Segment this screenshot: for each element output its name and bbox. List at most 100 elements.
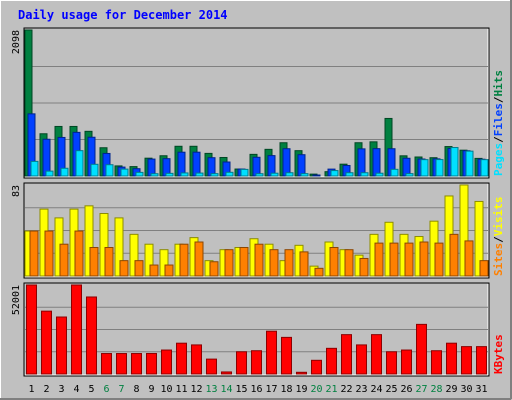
bar-sites-day-6 bbox=[104, 246, 114, 277]
bar-kbytes-day-25 bbox=[386, 351, 397, 375]
legend-separator: / bbox=[492, 136, 505, 143]
bar-pages-day-15 bbox=[240, 168, 249, 177]
bar-sites-day-3 bbox=[59, 243, 69, 277]
bar-sites-day-7 bbox=[119, 260, 129, 277]
chart-panels: 2098 83 52001 bbox=[11, 27, 490, 377]
bar-sites-day-21 bbox=[329, 246, 339, 277]
legend-item-kbytes: KBytes bbox=[492, 334, 505, 374]
x-tick-label-day-4: 4 bbox=[73, 384, 79, 395]
panel-kbytes: 52001 bbox=[11, 282, 490, 377]
bar-sites-day-27 bbox=[419, 241, 429, 277]
bar-sites-day-13 bbox=[209, 261, 219, 277]
bar-pages-day-11 bbox=[180, 172, 189, 177]
bar-pages-day-22 bbox=[345, 172, 354, 177]
bar-kbytes-day-22 bbox=[341, 334, 352, 375]
x-tick-label-day-14: 14 bbox=[220, 384, 232, 395]
bar-kbytes-day-18 bbox=[281, 336, 292, 375]
x-tick-label-day-16: 16 bbox=[250, 384, 262, 395]
legend-visits-sites: Sites/Visits bbox=[492, 197, 505, 277]
bar-files-day-12 bbox=[192, 151, 201, 177]
bar-sites-day-25 bbox=[389, 242, 399, 277]
bar-kbytes-day-14 bbox=[221, 371, 232, 375]
bar-pages-day-7 bbox=[120, 168, 129, 177]
bar-kbytes-day-23 bbox=[356, 344, 367, 375]
bar-pages-day-31 bbox=[480, 159, 489, 177]
x-tick-label-day-6: 6 bbox=[103, 384, 109, 395]
panel-visits-sites: 83 bbox=[11, 182, 490, 279]
bar-files-day-11 bbox=[177, 151, 186, 177]
x-tick-label-day-20: 20 bbox=[310, 384, 322, 395]
bar-files-day-19 bbox=[297, 154, 306, 177]
bar-sites-day-11 bbox=[179, 243, 189, 277]
bar-files-day-18 bbox=[282, 148, 291, 177]
bar-sites-day-16 bbox=[254, 243, 264, 277]
bar-pages-day-3 bbox=[60, 167, 69, 177]
bar-visits-day-30 bbox=[459, 184, 469, 277]
bar-sites-day-5 bbox=[89, 246, 99, 277]
x-tick-label-day-9: 9 bbox=[148, 384, 154, 395]
x-tick-label-day-30: 30 bbox=[460, 384, 472, 395]
bar-pages-day-24 bbox=[375, 172, 384, 177]
panel-hits-files-pages: 2098 bbox=[11, 27, 490, 179]
legend-hits-files-pages: Pages/Files/Hits bbox=[492, 70, 505, 176]
bar-kbytes-day-13 bbox=[206, 358, 217, 375]
bar-sites-day-28 bbox=[434, 242, 444, 277]
x-tick-label-day-31: 31 bbox=[475, 384, 487, 395]
bar-sites-day-26 bbox=[404, 242, 414, 277]
x-tick-label-day-27: 27 bbox=[415, 384, 427, 395]
bar-sites-day-17 bbox=[269, 249, 279, 277]
bar-sites-day-15 bbox=[239, 246, 249, 277]
x-tick-label-day-24: 24 bbox=[370, 384, 382, 395]
bar-sites-day-14 bbox=[224, 249, 234, 277]
x-tick-label-day-11: 11 bbox=[175, 384, 187, 395]
bar-sites-day-9 bbox=[149, 264, 159, 277]
bar-pages-day-13 bbox=[210, 173, 219, 177]
x-tick-label-day-2: 2 bbox=[43, 384, 49, 395]
bar-kbytes-day-29 bbox=[446, 342, 457, 375]
x-tick-label-day-17: 17 bbox=[265, 384, 277, 395]
bar-pages-day-30 bbox=[465, 150, 474, 177]
bar-kbytes-day-7 bbox=[116, 353, 127, 375]
bar-kbytes-day-28 bbox=[431, 350, 442, 375]
x-tick-label-day-12: 12 bbox=[190, 384, 202, 395]
bar-sites-day-18 bbox=[284, 249, 294, 277]
x-tick-label-day-18: 18 bbox=[280, 384, 292, 395]
x-tick-label-day-22: 22 bbox=[340, 384, 352, 395]
bar-kbytes-day-2 bbox=[41, 310, 52, 375]
chart-legends: Pages/Files/Hits Sites/Visits KBytes bbox=[492, 70, 505, 374]
bar-pages-day-18 bbox=[285, 172, 294, 177]
x-tick-label-day-23: 23 bbox=[355, 384, 367, 395]
bar-sites-day-1 bbox=[29, 230, 39, 277]
bar-kbytes-day-27 bbox=[416, 323, 427, 375]
bar-pages-day-29 bbox=[450, 147, 459, 177]
legend-kbytes: KBytes bbox=[492, 334, 505, 374]
bar-kbytes-day-15 bbox=[236, 351, 247, 375]
bar-pages-day-28 bbox=[435, 159, 444, 177]
x-tick-label-day-19: 19 bbox=[295, 384, 307, 395]
bar-sites-day-2 bbox=[44, 230, 54, 277]
bar-pages-day-2 bbox=[45, 170, 54, 177]
bar-sites-day-23 bbox=[359, 257, 369, 277]
bar-kbytes-day-20 bbox=[311, 359, 322, 375]
bar-kbytes-day-24 bbox=[371, 334, 382, 375]
bar-files-day-20 bbox=[312, 174, 321, 177]
bar-visits-day-5 bbox=[84, 205, 94, 277]
bar-kbytes-day-12 bbox=[191, 344, 202, 375]
bar-files-day-2 bbox=[42, 138, 51, 177]
bar-pages-day-16 bbox=[255, 173, 264, 177]
bar-visits-day-9 bbox=[144, 243, 154, 277]
x-tick-label-day-13: 13 bbox=[205, 384, 217, 395]
bar-kbytes-day-4 bbox=[71, 284, 82, 375]
legend-item-visits: Visits bbox=[492, 197, 505, 237]
bar-kbytes-day-9 bbox=[146, 352, 157, 375]
bar-sites-day-29 bbox=[449, 233, 459, 277]
bar-pages-day-9 bbox=[150, 173, 159, 177]
bar-visits-day-6 bbox=[99, 213, 109, 277]
bar-kbytes-day-11 bbox=[176, 342, 187, 375]
bar-sites-day-12 bbox=[194, 241, 204, 277]
bar-kbytes-day-3 bbox=[56, 316, 67, 375]
chart-title: Daily usage for December 2014 bbox=[18, 8, 228, 22]
bar-pages-day-6 bbox=[105, 164, 114, 177]
bar-sites-day-20 bbox=[314, 267, 324, 277]
x-tick-label-day-3: 3 bbox=[58, 384, 64, 395]
